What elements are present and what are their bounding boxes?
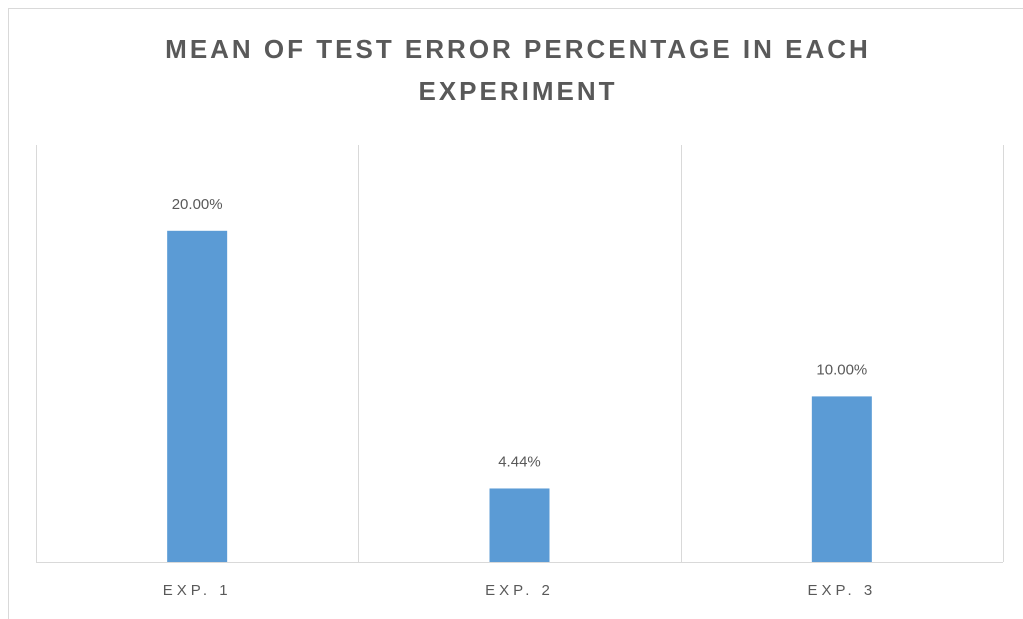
x-tick-label: EXP. 1	[163, 582, 232, 599]
bar	[811, 396, 872, 562]
x-tick-label: EXP. 3	[807, 582, 876, 599]
bar	[167, 230, 228, 563]
data-label: 20.00%	[172, 196, 223, 213]
chart-title: MEAN OF TEST ERROR PERCENTAGE IN EACH EX…	[165, 34, 871, 106]
bar	[489, 488, 550, 562]
x-tick-label: EXP. 2	[485, 582, 554, 599]
data-label: 4.44%	[498, 453, 541, 470]
chart-border	[8, 8, 1023, 619]
data-label: 10.00%	[816, 361, 867, 378]
